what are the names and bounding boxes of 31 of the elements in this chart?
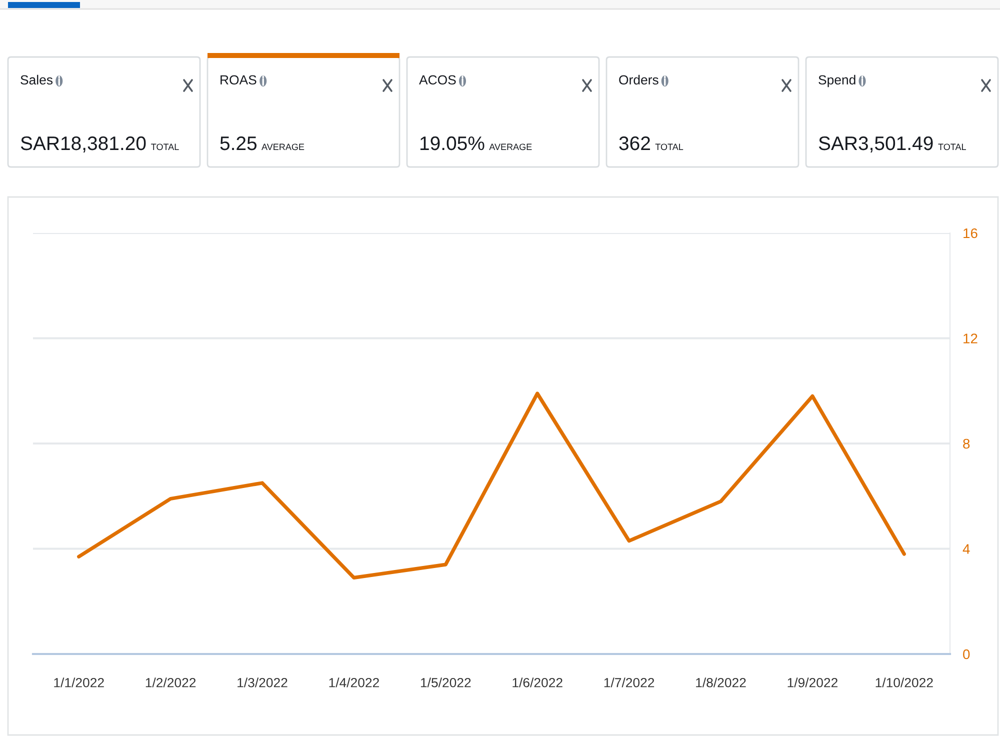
line-series bbox=[77, 392, 906, 580]
y-tick-label: 12 bbox=[964, 334, 978, 344]
y-tick-label: 0 bbox=[963, 649, 970, 660]
x-tick-label: 1/6/2022 bbox=[512, 678, 562, 688]
x-tick-label: 1/10/2022 bbox=[876, 678, 933, 688]
text: SAR18,381.20 bbox=[20, 136, 146, 152]
text: ROAS bbox=[220, 75, 256, 85]
text: 19.05% bbox=[420, 136, 484, 150]
text: TOTAL bbox=[938, 144, 966, 150]
y-tick-label: 8 bbox=[963, 438, 970, 449]
x-tick-label: 1/9/2022 bbox=[788, 678, 838, 688]
x-tick-label: 1/8/2022 bbox=[696, 678, 746, 688]
y-tick-label: 4 bbox=[962, 544, 970, 554]
text: AVERAGE bbox=[262, 144, 304, 150]
text: Spend bbox=[818, 74, 856, 88]
text: AVERAGE bbox=[489, 144, 532, 150]
text: TOTAL bbox=[151, 144, 179, 150]
text: ACOS bbox=[419, 75, 456, 85]
text: 5.25 bbox=[220, 136, 257, 150]
text: 362 bbox=[619, 136, 650, 150]
x-tick-label: 1/5/2022 bbox=[420, 678, 471, 688]
text: SAR3,501.49 bbox=[818, 136, 933, 152]
text: Orders bbox=[619, 74, 658, 85]
x-tick-label: 1/1/2022 bbox=[54, 678, 104, 688]
x-tick-label: 1/2/2022 bbox=[146, 678, 196, 688]
x-tick-label: 1/7/2022 bbox=[604, 678, 654, 688]
text: Sales bbox=[20, 74, 53, 85]
x-tick-label: 1/3/2022 bbox=[238, 678, 288, 688]
y-tick-label: 16 bbox=[964, 228, 978, 238]
text: TOTAL bbox=[655, 144, 684, 150]
x-tick-label: 1/4/2022 bbox=[329, 678, 379, 688]
